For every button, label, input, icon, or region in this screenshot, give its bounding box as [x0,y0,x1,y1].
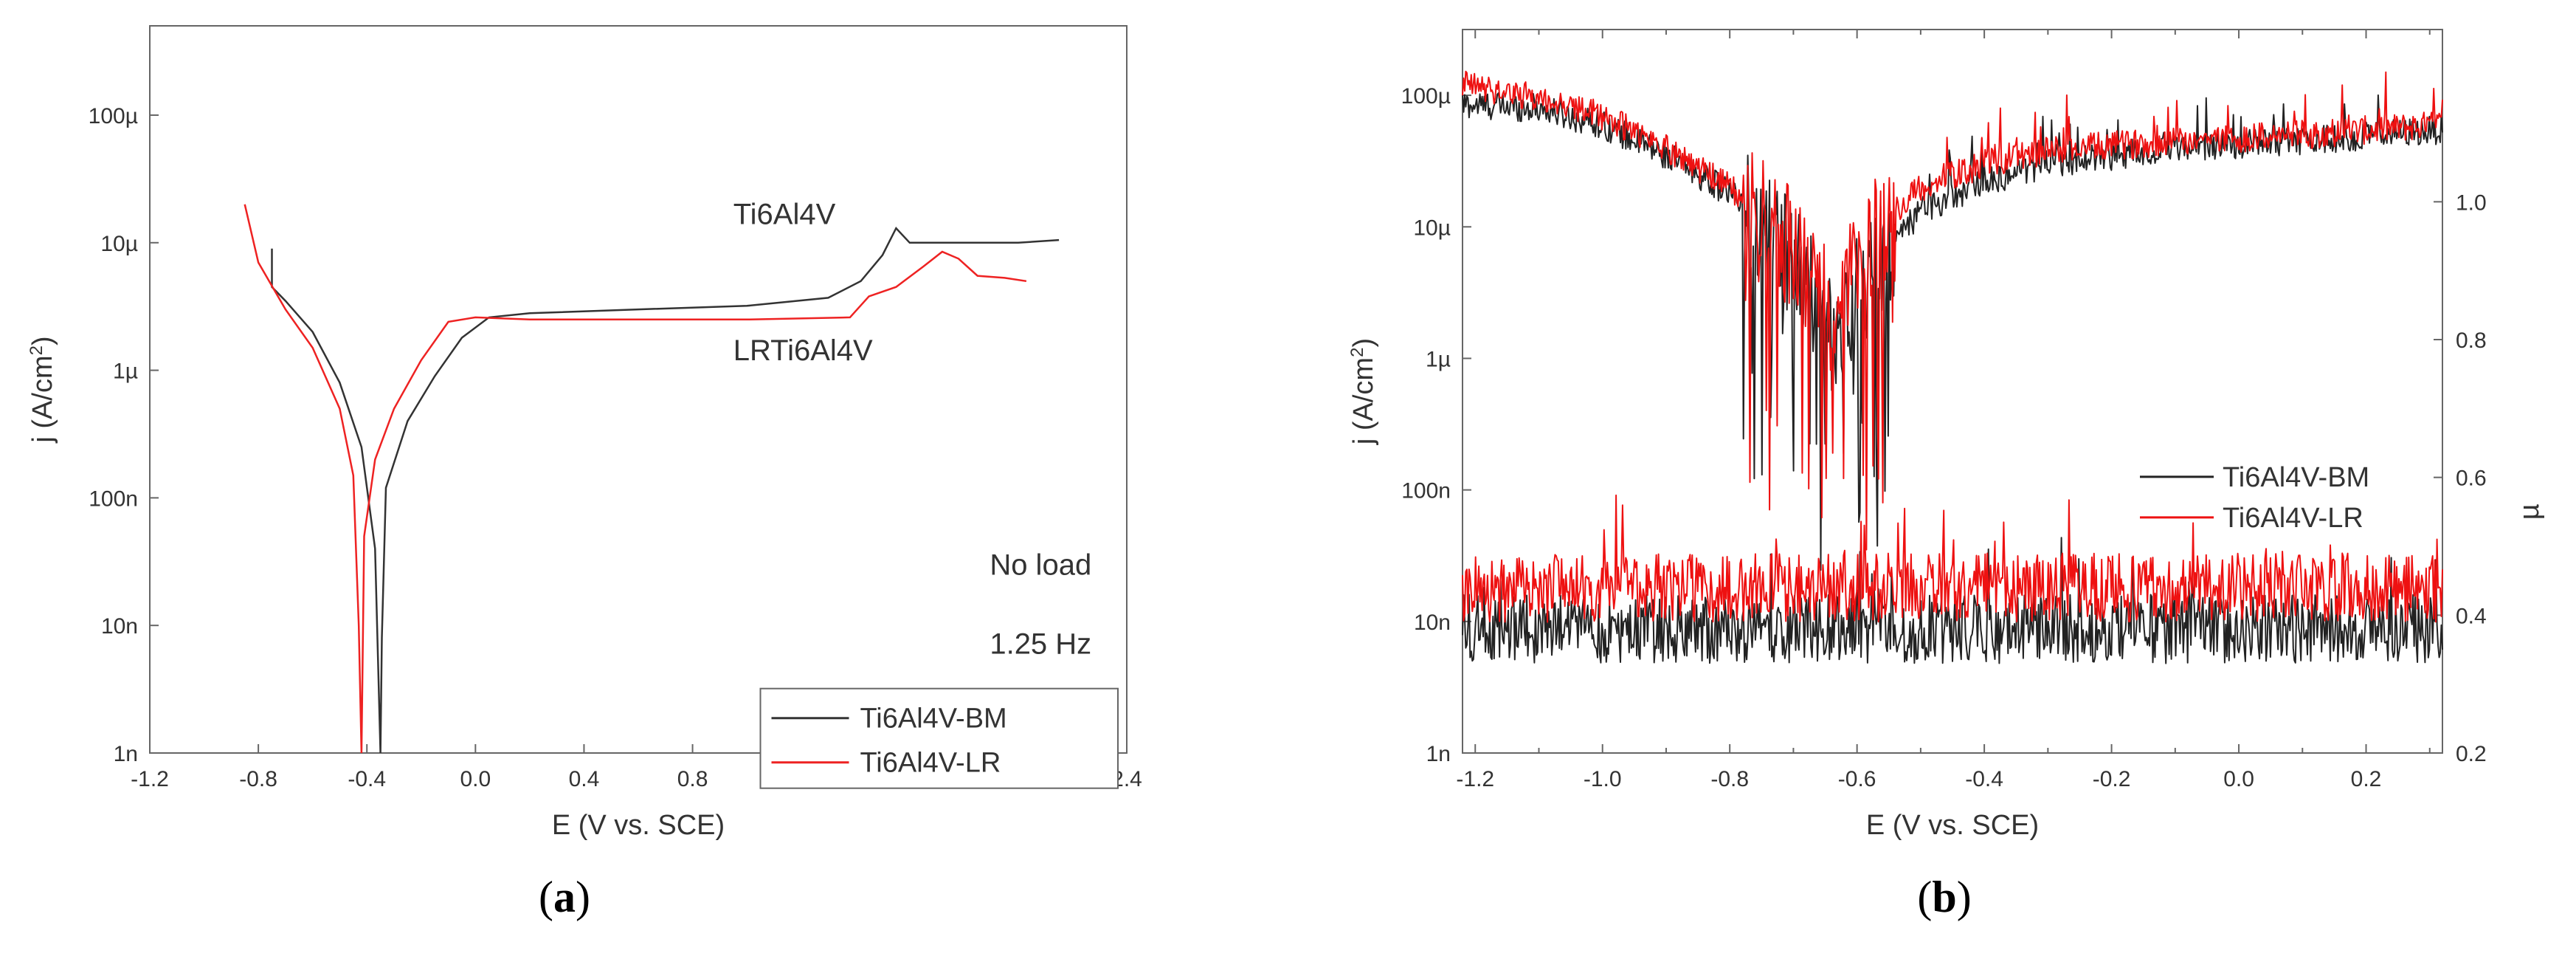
panel-b-x-tick-label: -1.2 [1456,767,1494,791]
series-line-lr [244,204,1027,754]
panel-b-x-axis-label: E (V vs. SCE) [1866,810,2039,841]
panel-a-x-tick-label: -1.2 [131,767,169,791]
panel-a-legend-box [759,687,1119,789]
legend-label-lr: Ti6Al4V-LR [2223,503,2363,534]
panel-b-x-tick-label: -0.2 [2093,767,2131,791]
panel-b-label: (b) [1917,873,1971,921]
panel-b-y2-tick-label: 0.2 [2456,742,2487,766]
panel-b-legend: Ti6Al4V-BM Ti6Al4V-LR [2140,462,2369,534]
panel-a-y-axis-label: j (A/cm2) [27,336,59,443]
panel-b: -1.2 -1.0 -0.8 -0.6 -0.4 -0.2 0.0 0.2 1n 10n 100n… [1347,29,2545,921]
panel-a-y-axis-label-main: j (A/cm [27,355,58,443]
panel-b-y-axis-label: j (A/cm2) [1347,338,1380,445]
panel-b-y-tick-label: 10µ [1413,216,1451,240]
panel-b-x-tick-label: -0.6 [1838,767,1876,791]
panel-b-y-tick-label: 1µ [1426,347,1451,371]
panel-b-x-tick-label: 0.0 [2223,767,2254,791]
panel-b-y-tick-label: 10n [1414,611,1451,635]
panel-b-y-axis-label-end: ) [1348,338,1379,348]
panel-a-x-tick-label: -0.4 [348,767,386,791]
annotation-frequency: 1.25 Hz [990,628,1091,661]
panel-a-y-tick-label: 100µ [89,104,138,128]
legend-label-lr: Ti6Al4V-LR [860,748,1001,779]
annotation-no-load: No load [990,549,1091,581]
panel-b-y2-tick-label: 0.6 [2456,467,2487,491]
panel-a-x-tick-label: 0.8 [677,767,708,791]
panel-b-x-tick-label: -1.0 [1584,767,1622,791]
panel-a-y-axis-label-end: ) [27,336,58,345]
panel-b-y2-axis-label: µ [2514,503,2545,520]
series-trace-3 [1462,494,2443,623]
panel-a-y-tick-label: 1µ [113,360,138,384]
panel-a-label: (a) [539,873,590,921]
legend-label-bm: Ti6Al4V-BM [2223,462,2369,493]
panel-a-y-axis-label-sup: 2 [27,345,46,355]
panel-b-x-tick-label: -0.8 [1710,767,1749,791]
panel-a-x-tick-label: 0.0 [460,767,491,791]
panel-a-plot-frame [149,25,1128,754]
panel-b-y-tick-label: 1n [1426,742,1451,766]
panel-a-y-tick-label: 10µ [100,232,138,256]
series-trace-2 [1462,537,2443,664]
legend-label-bm: Ti6Al4V-BM [860,704,1007,735]
series-line-bm [271,226,1060,754]
panel-a-y-tick-label: 10n [101,614,138,639]
annotation-ti6al4v: Ti6Al4V [733,199,836,231]
panel-a-letter: a [553,873,576,921]
panel-a-x-tick-label: -0.8 [239,767,277,791]
panel-b-y2-tick-label: 0.8 [2456,329,2487,353]
series-trace-0 [1462,92,2443,571]
panel-a-x-axis-label: E (V vs. SCE) [552,810,725,841]
panel-a-y-tick-label: 100n [89,486,138,511]
panel-b-plot-frame [1462,29,2443,754]
panel-b-y-axis-label-main: j (A/cm [1348,357,1379,445]
panel-b-y2-tick-label: 0.4 [2456,604,2487,628]
panel-a-y-tick-label: 1n [114,742,138,766]
panel-b-y-tick-label: 100n [1401,479,1451,503]
panel-a-x-tick-label: 0.4 [569,767,600,791]
annotation-lrti6al4v: LRTi6Al4V [733,334,873,367]
panel-b-letter: b [1932,873,1956,921]
panel-b-x-tick-label: -0.4 [1965,767,2003,791]
panel-b-y2-tick-label: 1.0 [2456,190,2487,215]
panel-a-legend: Ti6Al4V-BM Ti6Al4V-LR [759,687,1119,789]
panel-a: -1.2-0.8-0.40.00.40.81.21.62.02.4 1n10n1… [27,25,1142,921]
panel-b-x-tick-label: 0.2 [2351,767,2382,791]
panel-b-y-axis-label-sup: 2 [1347,348,1367,357]
panel-b-y-tick-label: 100µ [1401,84,1451,109]
series-trace-1 [1462,70,2443,551]
